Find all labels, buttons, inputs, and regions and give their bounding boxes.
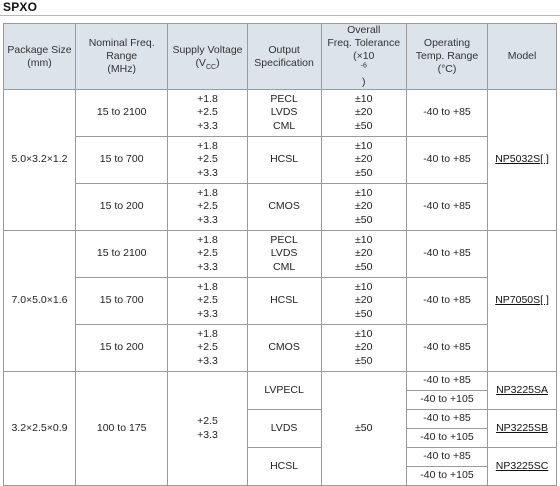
tolerance-cell: ±10 ±20 ±50 bbox=[320, 183, 407, 231]
output-cell: HCSL bbox=[246, 447, 322, 486]
table-row: 15 to 700 +1.8 +2.5 +3.3 HCSL ±10 ±20 ±50 -4… bbox=[4, 136, 557, 184]
tolerance-cell: ±10 ±20 ±50 bbox=[320, 324, 407, 372]
voltage-cell: +2.5 +3.3 bbox=[167, 371, 248, 486]
package-size-cell: 3.2×2.5×0.9 bbox=[3, 371, 76, 486]
model-link-np3225sa[interactable]: NP3225SA bbox=[487, 371, 557, 410]
voltage-cell: +1.8 +2.5 +3.3 bbox=[167, 89, 248, 137]
output-cell: HCSL bbox=[246, 136, 322, 184]
header-row: Package Size (mm) Nominal Freq. Range (MHz)… bbox=[3, 23, 557, 90]
header-temp-range: Operating Temp. Range (°C) bbox=[405, 23, 489, 90]
model-link-np5032s[interactable]: NP5032S[ ] bbox=[487, 89, 557, 231]
voltage-cell: +1.8 +2.5 +3.3 bbox=[167, 324, 248, 372]
spec-table: Package Size (mm) Nominal Freq. Range (MHz)… bbox=[3, 23, 557, 486]
model-link-np3225sc[interactable]: NP3225SC bbox=[487, 447, 557, 486]
header-package-size: Package Size (mm) bbox=[3, 23, 76, 90]
temp-cell: -40 to +105 bbox=[405, 428, 489, 448]
output-cell: PECL LVDS CML bbox=[246, 230, 322, 278]
output-cell: CMOS bbox=[246, 324, 322, 372]
table-row: 15 to 700 +1.8 +2.5 +3.3 HCSL ±10 ±20 ±50 -4… bbox=[4, 277, 557, 325]
tolerance-cell: ±10 ±20 ±50 bbox=[320, 89, 407, 137]
tolerance-cell: ±10 ±20 ±50 bbox=[320, 230, 407, 278]
temp-cell: -40 to +85 bbox=[405, 277, 489, 325]
output-cell: LVDS bbox=[246, 409, 322, 448]
table-row: 15 to 200 +1.8 +2.5 +3.3 CMOS ±10 ±20 ±50 -4… bbox=[4, 324, 557, 372]
freq-cell: 15 to 2100 bbox=[74, 230, 169, 278]
temp-cell: -40 to +105 bbox=[405, 390, 489, 410]
voltage-cell: +1.8 +2.5 +3.3 bbox=[167, 230, 248, 278]
model-link-np7050s[interactable]: NP7050S[ ] bbox=[487, 230, 557, 372]
header-model: Model bbox=[487, 23, 557, 90]
temp-cell: -40 to +85 bbox=[405, 183, 489, 231]
temp-cell: -40 to +105 bbox=[405, 466, 489, 486]
freq-cell: 100 to 175 bbox=[74, 371, 169, 486]
temp-cell: -40 to +85 bbox=[405, 230, 489, 278]
temp-cell: -40 to +85 bbox=[405, 409, 489, 429]
header-tolerance: Overall Freq. Tolerance (×10 -6) bbox=[320, 23, 407, 90]
freq-cell: 15 to 200 bbox=[74, 183, 169, 231]
title-divider bbox=[0, 15, 560, 16]
header-output-spec: Output Specification bbox=[246, 23, 322, 90]
table-row: LVDS -40 to +85 NP3225SB bbox=[4, 409, 557, 448]
freq-cell: 15 to 200 bbox=[74, 324, 169, 372]
output-cell: HCSL bbox=[246, 277, 322, 325]
table-row: -40 to +105 bbox=[4, 428, 557, 448]
freq-cell: 15 to 700 bbox=[74, 136, 169, 184]
output-cell: CMOS bbox=[246, 183, 322, 231]
freq-cell: 15 to 700 bbox=[74, 277, 169, 325]
package-size-cell: 5.0×3.2×1.2 bbox=[3, 89, 76, 231]
page-title: SPXO bbox=[3, 0, 38, 14]
package-size-cell: 7.0×5.0×1.6 bbox=[3, 230, 76, 372]
output-cell: PECL LVDS CML bbox=[246, 89, 322, 137]
tolerance-cell: ±10 ±20 ±50 bbox=[320, 136, 407, 184]
header-freq-range: Nominal Freq. Range (MHz) bbox=[74, 23, 169, 90]
tolerance-cell: ±50 bbox=[320, 371, 407, 486]
voltage-cell: +1.8 +2.5 +3.3 bbox=[167, 136, 248, 184]
table-row: 5.0×3.2×1.2 15 to 2100 +1.8 +2.5 +3.3 PECL… bbox=[3, 89, 557, 231]
freq-cell: 15 to 2100 bbox=[74, 89, 169, 137]
temp-cell: -40 to +85 bbox=[405, 89, 489, 137]
table-row: 15 to 200 +1.8 +2.5 +3.3 CMOS ±10 ±20 ±50 -4… bbox=[4, 183, 557, 231]
temp-cell: -40 to +85 bbox=[405, 136, 489, 184]
temp-cell: -40 to +85 bbox=[405, 371, 489, 391]
voltage-cell: +1.8 +2.5 +3.3 bbox=[167, 277, 248, 325]
model-link-np3225sb[interactable]: NP3225SB bbox=[487, 409, 557, 448]
table-row: 3.2×2.5×0.9 100 to 175 +2.5 +3.3 LVPECL ±… bbox=[3, 371, 557, 486]
output-cell: LVPECL bbox=[246, 371, 322, 410]
temp-cell: -40 to +85 bbox=[405, 324, 489, 372]
table-row: 7.0×5.0×1.6 15 to 2100 +1.8 +2.5 +3.3 PECL… bbox=[3, 230, 557, 372]
tolerance-cell: ±10 ±20 ±50 bbox=[320, 277, 407, 325]
header-supply-voltage: Supply Voltage (VCC) bbox=[167, 23, 248, 90]
voltage-cell: +1.8 +2.5 +3.3 bbox=[167, 183, 248, 231]
